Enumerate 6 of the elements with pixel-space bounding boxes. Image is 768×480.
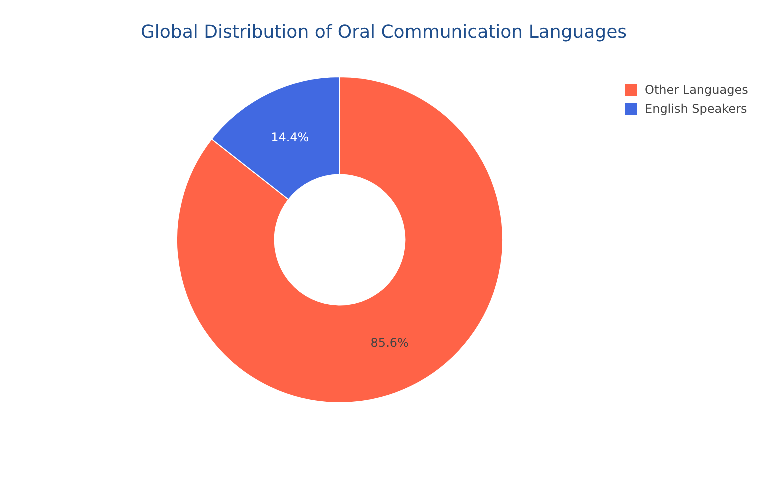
data-label: 85.6% [370, 336, 409, 350]
data-label: 14.4% [271, 130, 310, 145]
donut-slice [176, 76, 504, 404]
legend-label: Other Languages [645, 83, 748, 98]
chart-title: Global Distribution of Oral Communication Languages [140, 22, 628, 43]
legend-label: English Speakers [645, 102, 748, 116]
